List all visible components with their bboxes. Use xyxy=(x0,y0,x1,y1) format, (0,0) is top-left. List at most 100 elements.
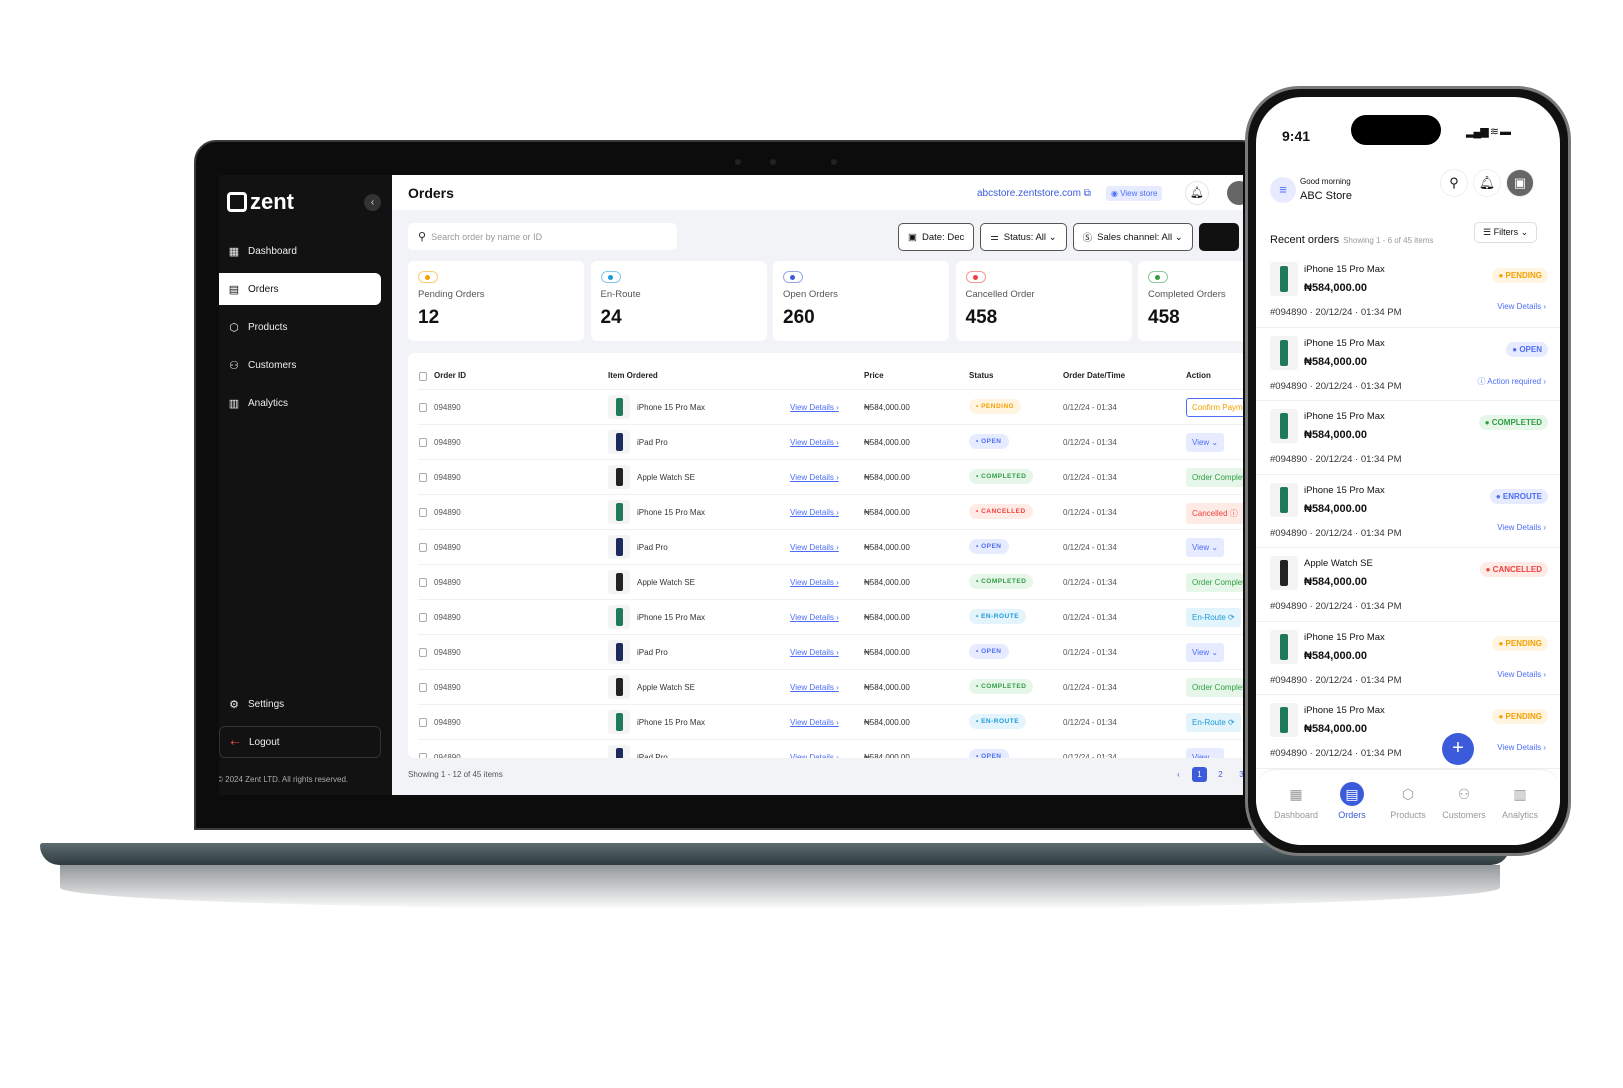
orders-icon: ▤ xyxy=(1340,782,1364,806)
select-all-checkbox[interactable] xyxy=(419,372,427,381)
action-button[interactable]: En-Route ⟳ xyxy=(1186,608,1241,627)
order-action-link[interactable]: View Details › xyxy=(1497,522,1546,532)
status-dot-icon xyxy=(600,271,621,283)
row-checkbox[interactable] xyxy=(419,648,427,657)
order-action-link[interactable]: ⓘ Action required › xyxy=(1477,376,1546,386)
view-details-link[interactable]: View Details › xyxy=(790,438,839,447)
date-filter[interactable]: ▣ Date: Dec xyxy=(898,223,975,251)
view-details-link[interactable]: View Details › xyxy=(790,613,839,622)
row-checkbox[interactable] xyxy=(419,508,427,517)
view-details-link[interactable]: View Details › xyxy=(790,753,839,758)
filters-button[interactable]: ☰ Filters ⌄ xyxy=(1474,222,1538,243)
row-checkbox[interactable] xyxy=(419,403,427,412)
add-order-button[interactable] xyxy=(1198,223,1239,251)
view-details-link[interactable]: View Details › xyxy=(790,403,839,412)
bottom-nav-products[interactable]: ⬡ Products xyxy=(1380,782,1436,820)
view-details-link[interactable]: View Details › xyxy=(790,543,839,552)
view-details-link[interactable]: View Details › xyxy=(790,648,839,657)
action-button[interactable]: Order Completed xyxy=(1186,573,1243,592)
row-checkbox[interactable] xyxy=(419,718,427,727)
bottom-nav-analytics[interactable]: ▥ Analytics xyxy=(1492,782,1548,820)
status-badge: • COMPLETED xyxy=(969,574,1034,589)
action-button[interactable]: View ⌄ xyxy=(1186,643,1225,662)
avatar[interactable] xyxy=(1227,181,1243,205)
order-action-link[interactable]: View Details › xyxy=(1497,743,1546,752)
order-action-link[interactable]: View Details › xyxy=(1497,302,1546,311)
sidebar-item-label: Orders xyxy=(248,283,279,295)
search-input[interactable]: ⚲ Search order by name or ID xyxy=(408,223,677,250)
bell-icon[interactable]: 🔔︎ xyxy=(1473,169,1501,197)
row-checkbox[interactable] xyxy=(419,438,427,447)
row-checkbox[interactable] xyxy=(419,753,427,758)
order-action-link[interactable]: View Details › xyxy=(1497,669,1546,679)
item-name: iPhone 15 Pro Max xyxy=(1304,264,1385,275)
search-icon[interactable]: ⚲ xyxy=(1440,169,1468,197)
view-details-link[interactable]: View Details › xyxy=(790,683,839,692)
action-button[interactable]: Order Completed xyxy=(1186,468,1243,487)
view-details-link[interactable]: View Details › xyxy=(790,508,839,517)
row-checkbox[interactable] xyxy=(419,683,427,692)
bell-icon[interactable]: 🔔︎ xyxy=(1185,181,1209,205)
action-button[interactable]: View ⌄ xyxy=(1186,538,1225,557)
sidebar-item-orders[interactable]: ▤ Orders xyxy=(219,273,381,305)
action-button[interactable]: View ⌄ xyxy=(1186,748,1225,758)
order-list-item[interactable]: iPhone 15 Pro Max ₦584,000.00 #094890 · 20… xyxy=(1256,622,1560,695)
stat-value: 12 xyxy=(418,307,440,328)
bottom-nav-orders[interactable]: ▤ Orders xyxy=(1324,782,1380,820)
order-list-item[interactable]: iPhone 15 Pro Max ₦584,000.00 #094890 · 20… xyxy=(1256,401,1560,475)
action-button[interactable]: Order Completed xyxy=(1186,678,1243,697)
bottom-nav: ▦ Dashboard ▤ Orders ⬡ Products ⚇ Customers ▥ Ana… xyxy=(1256,769,1560,845)
order-date: 0/12/24 - 01:34 xyxy=(1063,473,1117,482)
logout-button[interactable]: ⇠ Logout xyxy=(219,726,381,758)
row-checkbox[interactable] xyxy=(419,578,427,587)
laptop-shadow xyxy=(60,865,1500,910)
page-1-button[interactable]: 1 xyxy=(1192,767,1207,782)
bottom-nav-dashboard[interactable]: ▦ Dashboard xyxy=(1268,782,1324,820)
table-row: 094890 Apple Watch SE View Details › ₦584,0… xyxy=(418,669,1243,704)
order-list-item[interactable]: iPhone 15 Pro Max ₦584,000.00 #094890 · 20… xyxy=(1256,328,1560,401)
filter-bar: ▣ Date: Dec ⚌ Status: All ⌄ Ⓢ Sales channel… xyxy=(898,223,1239,251)
order-list-item[interactable]: iPhone 15 Pro Max ₦584,000.00 #094890 · 20… xyxy=(1256,695,1560,769)
page-3-button[interactable]: 3 xyxy=(1239,770,1243,779)
view-details-link[interactable]: View Details › xyxy=(790,473,839,482)
view-details-link[interactable]: View Details › xyxy=(790,718,839,727)
status-dot-icon xyxy=(1148,271,1168,283)
order-list-item[interactable]: iPhone 15 Pro Max ₦584,000.00 #094890 · 20… xyxy=(1256,475,1560,548)
sidebar-item-products[interactable]: ⬡ Products xyxy=(219,311,381,343)
price: ₦584,000.00 xyxy=(864,683,910,692)
chevron-left-icon[interactable]: ‹ xyxy=(364,194,381,211)
status-badge: ● PENDING xyxy=(1492,635,1548,651)
row-checkbox[interactable] xyxy=(419,543,427,552)
prev-page-button[interactable]: ‹ xyxy=(1177,770,1180,779)
sidebar-item-dashboard[interactable]: ▦ Dashboard xyxy=(219,235,381,267)
price: ₦584,000.00 xyxy=(864,508,910,517)
action-button[interactable]: Confirm Payment xyxy=(1186,398,1243,417)
laptop-base xyxy=(40,843,1510,865)
order-list-item[interactable]: iPhone 15 Pro Max ₦584,000.00 #094890 · 20… xyxy=(1256,254,1560,328)
sidebar-item-settings[interactable]: ⚙ Settings xyxy=(219,688,381,720)
action-button[interactable]: Cancelled ⓘ xyxy=(1186,503,1243,524)
store-url-link[interactable]: abcstore.zentstore.com ⧉ xyxy=(977,188,1091,199)
row-checkbox[interactable] xyxy=(419,613,427,622)
order-list-item[interactable]: Apple Watch SE ₦584,000.00 #094890 · 20/12… xyxy=(1256,548,1560,622)
orders-table: Order ID Item Ordered Price Status Order… xyxy=(408,353,1243,758)
view-details-link[interactable]: View Details › xyxy=(790,578,839,587)
customers-icon: ⚇ xyxy=(229,359,239,372)
row-checkbox[interactable] xyxy=(419,473,427,482)
sidebar-item-analytics[interactable]: ▥ Analytics xyxy=(219,387,381,419)
bottom-nav-customers[interactable]: ⚇ Customers xyxy=(1436,782,1492,820)
status-filter[interactable]: ⚌ Status: All ⌄ xyxy=(980,223,1067,251)
page-2-button[interactable]: 2 xyxy=(1218,770,1223,779)
action-button[interactable]: En-Route ⟳ xyxy=(1186,713,1241,732)
view-store-button[interactable]: ◉ View store xyxy=(1106,186,1163,201)
add-fab-button[interactable]: + xyxy=(1442,733,1474,765)
avatar[interactable]: ▣ xyxy=(1506,169,1534,197)
sales-channel-filter[interactable]: Ⓢ Sales channel: All ⌄ xyxy=(1072,223,1193,251)
sidebar-item-customers[interactable]: ⚇ Customers xyxy=(219,349,381,381)
col-price: Price xyxy=(864,371,884,380)
action-button[interactable]: View ⌄ xyxy=(1186,433,1225,452)
order-date: 0/12/24 - 01:34 xyxy=(1063,683,1117,692)
menu-icon[interactable]: ≡ xyxy=(1270,177,1296,203)
table-row: 094890 iPad Pro View Details › ₦584,000.00 •… xyxy=(418,529,1243,564)
product-thumbnail xyxy=(1270,335,1298,370)
